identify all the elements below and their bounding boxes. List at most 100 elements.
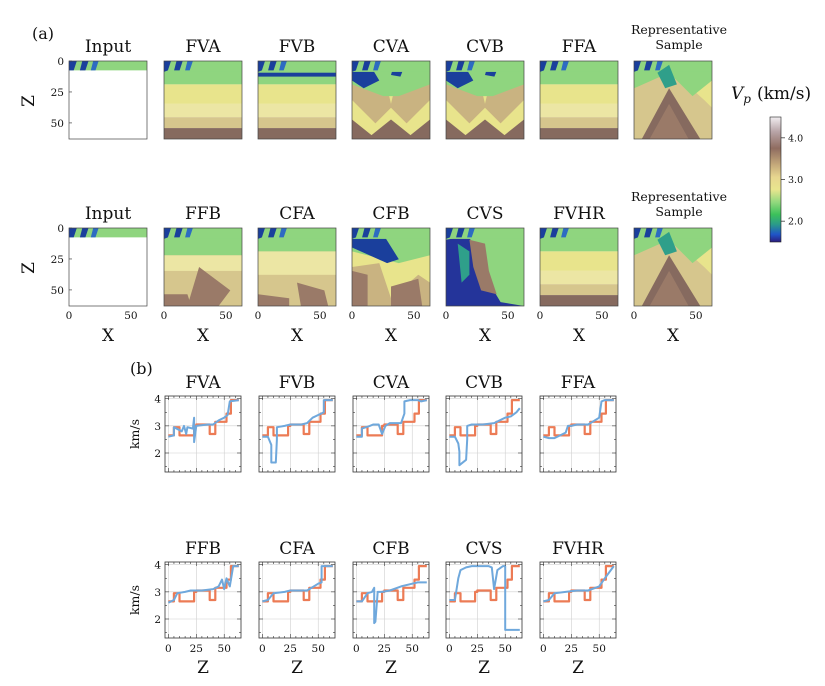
profile-title: FVA bbox=[185, 373, 221, 393]
panel-a-label: (a) bbox=[32, 24, 54, 43]
x-axis-label: X bbox=[385, 326, 398, 346]
velocity-map-fvb bbox=[257, 60, 337, 140]
panel-b-label: (b) bbox=[130, 359, 153, 378]
velocity-map-cvb bbox=[445, 60, 525, 140]
x-tick-label: 50 bbox=[219, 310, 232, 322]
x-tick-label: 50 bbox=[595, 310, 608, 322]
velocity-map-fvhr bbox=[539, 227, 619, 307]
x-tick-label: 0 bbox=[353, 643, 360, 655]
prediction-line bbox=[356, 581, 427, 625]
panel-a: Input FVA FVB CVA CVB FFARepresentativeSample… bbox=[19, 22, 727, 346]
velocity-map-cvs bbox=[445, 227, 525, 307]
velocity-map-rep bbox=[633, 60, 713, 140]
z-tick-label: 25 bbox=[51, 254, 64, 266]
profile-plot-fvb: FVB bbox=[258, 373, 336, 473]
prediction-line bbox=[449, 407, 521, 467]
reference-line bbox=[543, 564, 614, 603]
profile-title: CVS bbox=[466, 539, 503, 559]
profile-plot-cvs: CVS 0 25 50 Z bbox=[445, 539, 523, 678]
velocity-map-cfb bbox=[351, 227, 431, 307]
x-tick-label: 50 bbox=[406, 643, 419, 655]
map-title: CVS bbox=[467, 204, 504, 224]
x-tick-label: 50 bbox=[593, 643, 606, 655]
prediction-line bbox=[262, 565, 333, 603]
x-axis-label: X bbox=[479, 326, 492, 346]
y-tick-label: 4 bbox=[154, 394, 161, 406]
velocity-map-ffa bbox=[539, 60, 619, 140]
x-tick-label: 25 bbox=[565, 643, 578, 655]
velocity-map-cva bbox=[351, 60, 431, 140]
y-tick-label: 3 bbox=[154, 421, 161, 433]
x-tick-label: 50 bbox=[124, 310, 137, 322]
x-axis-label: X bbox=[667, 326, 680, 346]
velocity-map-cfa bbox=[257, 227, 337, 307]
x-axis-label: X bbox=[291, 326, 304, 346]
velocity-map-rep bbox=[633, 227, 713, 307]
x-tick-label: 0 bbox=[255, 310, 262, 322]
x-tick-label: 0 bbox=[537, 310, 544, 322]
reference-line bbox=[356, 399, 427, 437]
profile-plot-cfa: CFA 0 25 50 Z bbox=[258, 539, 336, 678]
map-title: Representative bbox=[631, 189, 727, 204]
x-axis-label: Z bbox=[291, 658, 303, 678]
map-title: CFA bbox=[279, 204, 315, 224]
map-title: FFA bbox=[562, 37, 597, 57]
prediction-line bbox=[356, 399, 428, 438]
profile-plot-ffa: FFA bbox=[539, 373, 617, 473]
x-axis-label: Z bbox=[478, 658, 490, 678]
prediction-line bbox=[449, 565, 520, 631]
z-axis-label: Z bbox=[19, 95, 39, 107]
x-tick-label: 50 bbox=[313, 310, 326, 322]
x-tick-label: 0 bbox=[443, 310, 450, 322]
colorbar-tick-label: 3.0 bbox=[788, 175, 803, 186]
reference-line bbox=[543, 399, 614, 437]
reference-line bbox=[449, 564, 520, 603]
map-title: FVA bbox=[185, 37, 221, 57]
profile-title: CVB bbox=[465, 373, 503, 393]
x-tick-label: 25 bbox=[284, 643, 297, 655]
profile-plot-fvhr: FVHR 0 25 50 Z bbox=[539, 539, 617, 678]
y-tick-label: 3 bbox=[154, 587, 161, 599]
x-tick-label: 0 bbox=[540, 643, 547, 655]
map-title: FFB bbox=[185, 204, 221, 224]
x-tick-label: 0 bbox=[631, 310, 638, 322]
colorbar-gradient bbox=[769, 116, 782, 243]
y-tick-label: 2 bbox=[154, 614, 161, 626]
y-axis-label: km/s bbox=[127, 419, 142, 449]
velocity-map-input bbox=[68, 60, 148, 140]
x-tick-label: 50 bbox=[689, 310, 702, 322]
colorbar-tick-label: 4.0 bbox=[788, 133, 803, 144]
z-tick-label: 25 bbox=[51, 87, 64, 99]
colorbar-tick-label: 2.0 bbox=[788, 217, 803, 228]
x-tick-label: 25 bbox=[378, 643, 391, 655]
z-tick-label: 0 bbox=[57, 223, 64, 235]
map-title: Input bbox=[85, 37, 131, 57]
profile-title: FVB bbox=[279, 373, 316, 393]
map-title: CVA bbox=[373, 37, 410, 57]
map-title: FVHR bbox=[553, 204, 606, 224]
profile-title: CFA bbox=[279, 539, 315, 559]
map-title: CFB bbox=[372, 204, 409, 224]
x-tick-label: 25 bbox=[190, 643, 203, 655]
z-tick-label: 50 bbox=[51, 118, 64, 130]
x-tick-label: 0 bbox=[349, 310, 356, 322]
map-title: Sample bbox=[655, 37, 702, 52]
velocity-map-fva bbox=[163, 60, 243, 140]
profile-title: FFA bbox=[561, 373, 596, 393]
profile-plot-cva: CVA bbox=[352, 373, 430, 473]
prediction-line bbox=[262, 399, 333, 464]
prediction-line bbox=[543, 399, 614, 440]
profile-plot-ffb: FFB 2 3 4 km/s 0 25 50 Z bbox=[127, 539, 242, 678]
y-axis-label: km/s bbox=[127, 585, 142, 615]
x-tick-label: 25 bbox=[471, 643, 484, 655]
z-tick-label: 50 bbox=[51, 285, 64, 297]
x-tick-label: 0 bbox=[161, 310, 168, 322]
profile-title: FFB bbox=[185, 539, 221, 559]
y-tick-label: 4 bbox=[154, 560, 161, 572]
profile-title: CVA bbox=[373, 373, 410, 393]
x-tick-label: 0 bbox=[259, 643, 266, 655]
x-axis-label: Z bbox=[197, 658, 209, 678]
x-axis-label: X bbox=[197, 326, 210, 346]
